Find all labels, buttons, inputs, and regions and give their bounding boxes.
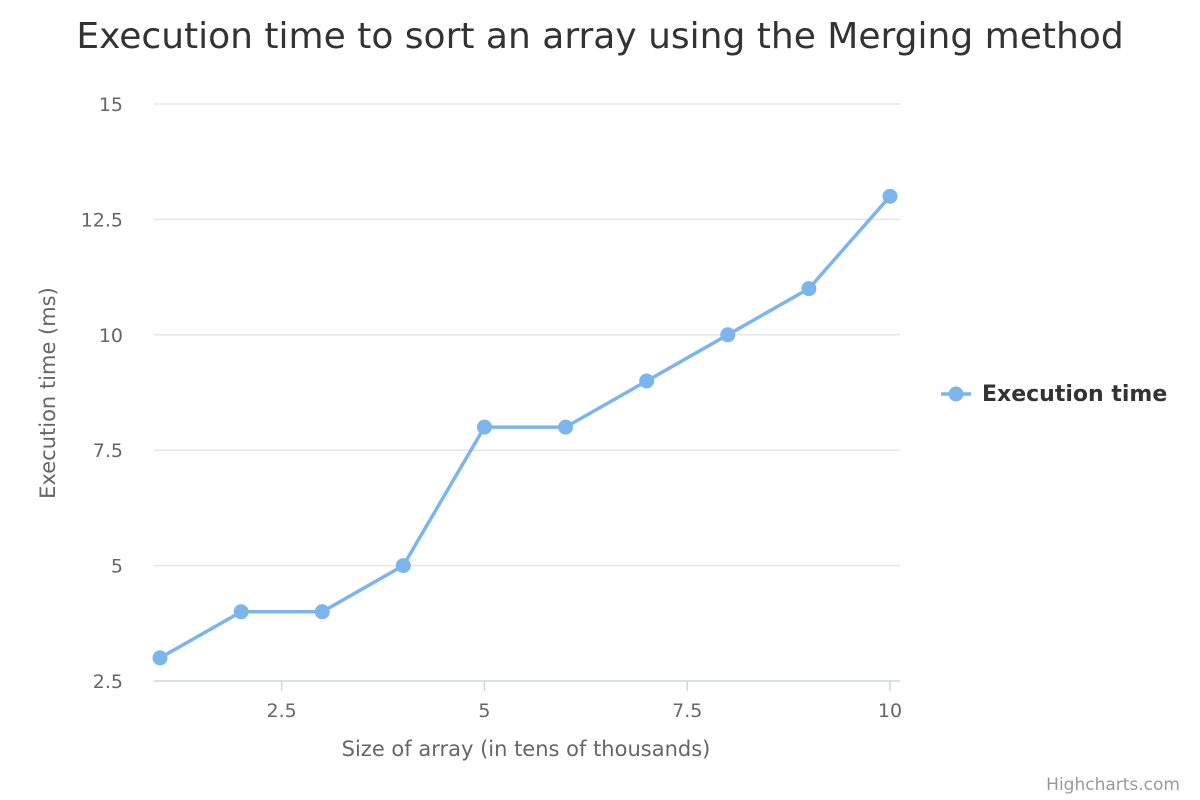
y-tick-label: 7.5 bbox=[93, 440, 123, 462]
data-point[interactable] bbox=[152, 650, 168, 666]
y-tick-label: 5 bbox=[111, 556, 123, 578]
data-point[interactable] bbox=[395, 558, 411, 574]
y-tick-label: 2.5 bbox=[93, 671, 123, 693]
credits-link[interactable]: Highcharts.com bbox=[1046, 775, 1180, 795]
plot-area bbox=[152, 188, 898, 666]
data-point[interactable] bbox=[314, 604, 330, 620]
data-point[interactable] bbox=[558, 419, 574, 435]
data-point[interactable] bbox=[639, 373, 655, 389]
data-point[interactable] bbox=[233, 604, 249, 620]
x-axis-title: Size of array (in tens of thousands) bbox=[342, 737, 711, 761]
grid bbox=[154, 103, 900, 567]
y-axis-title: Execution time (ms) bbox=[36, 287, 60, 499]
legend-series-marker bbox=[948, 386, 964, 402]
chart-title: Execution time to sort an array using th… bbox=[76, 16, 1123, 57]
data-point[interactable] bbox=[882, 188, 898, 204]
legend-item-label[interactable]: Execution time bbox=[982, 382, 1167, 407]
y-tick-label: 15 bbox=[99, 94, 123, 116]
data-point[interactable] bbox=[476, 419, 492, 435]
x-tick-label: 10 bbox=[878, 700, 902, 722]
data-point[interactable] bbox=[720, 327, 736, 343]
x-tick-label: 7.5 bbox=[672, 700, 702, 722]
x-tick-label: 2.5 bbox=[267, 700, 297, 722]
x-tick-label: 5 bbox=[478, 700, 490, 722]
y-tick-label: 10 bbox=[99, 325, 123, 347]
data-point[interactable] bbox=[801, 281, 817, 297]
legend[interactable]: Execution time bbox=[941, 382, 1167, 407]
axes: 2.5 5 7.5 10 12.5 15 2.5 5 7.5 10 bbox=[81, 94, 902, 722]
series-line bbox=[158, 194, 892, 660]
y-tick-label: 12.5 bbox=[81, 209, 123, 231]
